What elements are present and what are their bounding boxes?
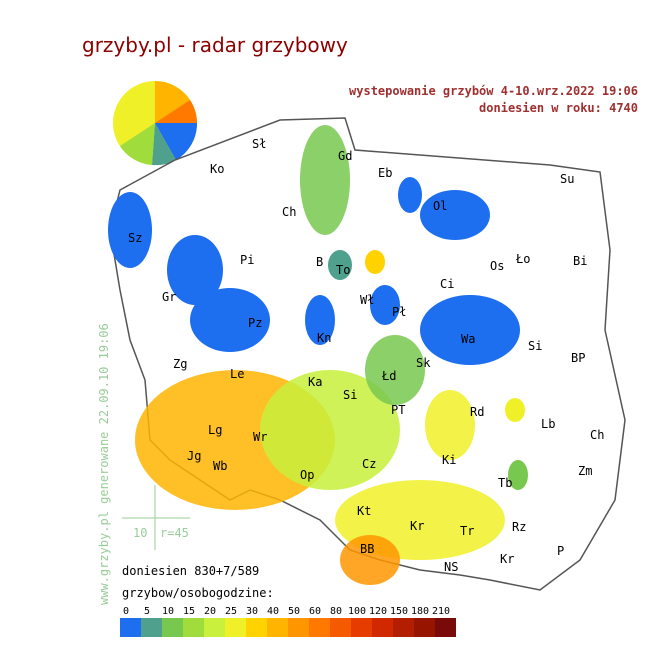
legend-label: 15 [183, 606, 195, 617]
legend-swatch [267, 618, 288, 637]
city-label: Wa [461, 332, 475, 346]
legend-label: 60 [309, 606, 321, 617]
city-label: Lg [208, 423, 222, 437]
city-label: Ło [515, 252, 530, 266]
city-label: P [557, 544, 564, 558]
legend-swatch [372, 618, 393, 637]
radar-blobs [108, 125, 528, 585]
city-label: Łd [381, 369, 396, 383]
legend-swatch [246, 618, 267, 637]
legend-label: 100 [348, 606, 366, 617]
reports: doniesien 830+7/589 [122, 564, 259, 578]
city-label: NS [444, 560, 458, 574]
legend-swatch [225, 618, 246, 637]
city-label: Eb [378, 166, 392, 180]
city-label: Sz [128, 231, 142, 245]
scale-bar [122, 485, 190, 550]
legend-label: 30 [246, 606, 258, 617]
scale-distance: 10 [133, 526, 147, 540]
legend-label: 20 [204, 606, 216, 617]
scale-radius: r=45 [160, 526, 189, 540]
city-label: Le [230, 367, 244, 381]
city-label: Tr [460, 524, 474, 538]
city-label: Gr [162, 290, 176, 304]
legend-swatch [351, 618, 372, 637]
yearly-count: doniesien w roku: 4740 [479, 101, 638, 115]
legend-swatch [414, 618, 435, 637]
city-label: Wb [213, 459, 227, 473]
legend-swatch [162, 618, 183, 637]
legend-label: 0 [123, 606, 129, 617]
city-label: Rz [512, 520, 526, 534]
legend-label: 80 [330, 606, 342, 617]
city-label: Ch [282, 205, 296, 219]
legend-title: grzybow/osobogodzine: [122, 586, 274, 600]
city-label: Kt [357, 504, 371, 518]
legend-label: 210 [432, 606, 450, 617]
city-label: Kn [317, 331, 331, 345]
legend-label: 5 [144, 606, 150, 617]
legend-swatch [309, 618, 330, 637]
city-label: Kr [410, 519, 424, 533]
city-label: Si [343, 388, 357, 402]
legend-label: 40 [267, 606, 279, 617]
city-label: Ka [308, 375, 322, 389]
city-label: Ko [210, 162, 224, 176]
city-label: Ol [433, 199, 447, 213]
city-label: PT [391, 403, 405, 417]
legend-label: 180 [411, 606, 429, 617]
city-label: Wr [253, 430, 267, 444]
legend-swatch [330, 618, 351, 637]
city-label: Wł [360, 293, 374, 307]
legend-swatch [120, 618, 141, 637]
city-label: Kr [500, 552, 514, 566]
legend-label: 25 [225, 606, 237, 617]
city-label: Ch [590, 428, 604, 442]
city-label: To [336, 263, 350, 277]
city-label: Lb [541, 417, 555, 431]
legend-label: 50 [288, 606, 300, 617]
legend-swatch [204, 618, 225, 637]
city-label: BB [360, 542, 374, 556]
city-label: Su [560, 172, 574, 186]
title: grzyby.pl - radar grzybowy [82, 33, 348, 57]
city-label: Zm [578, 464, 592, 478]
legend-swatch [288, 618, 309, 637]
pie [113, 81, 198, 166]
city-label: B [316, 255, 323, 269]
city-label: Pz [248, 316, 262, 330]
legend-label: 10 [162, 606, 174, 617]
city-label: Si [528, 339, 542, 353]
city-label: Op [300, 468, 314, 482]
city-label: Sł [252, 137, 266, 151]
city-label: Rd [470, 405, 484, 419]
legend-swatch [393, 618, 414, 637]
subtitle: wystepowanie grzybów 4-10.wrz.2022 19:06 [349, 84, 638, 98]
city-label: Pi [240, 253, 254, 267]
city-label: Sk [416, 356, 431, 370]
city-label: Os [490, 259, 504, 273]
legend-swatch [141, 618, 162, 637]
city-label: Tb [498, 476, 512, 490]
legend-label: 120 [369, 606, 387, 617]
city-label: Ki [442, 453, 456, 467]
legend-swatch [435, 618, 456, 637]
city-label: Zg [173, 357, 187, 371]
city-label: Ci [440, 277, 454, 291]
city-label: Pł [392, 305, 406, 319]
legend-label: 150 [390, 606, 408, 617]
side-text: www.grzyby.pl generowane 22.09.10 19:06 [97, 323, 111, 605]
city-label: Cz [362, 457, 376, 471]
city-label: Gd [338, 149, 352, 163]
city-label: Bi [573, 254, 587, 268]
city-label: BP [571, 351, 585, 365]
legend-swatch [183, 618, 204, 637]
city-label: Jg [187, 449, 201, 463]
